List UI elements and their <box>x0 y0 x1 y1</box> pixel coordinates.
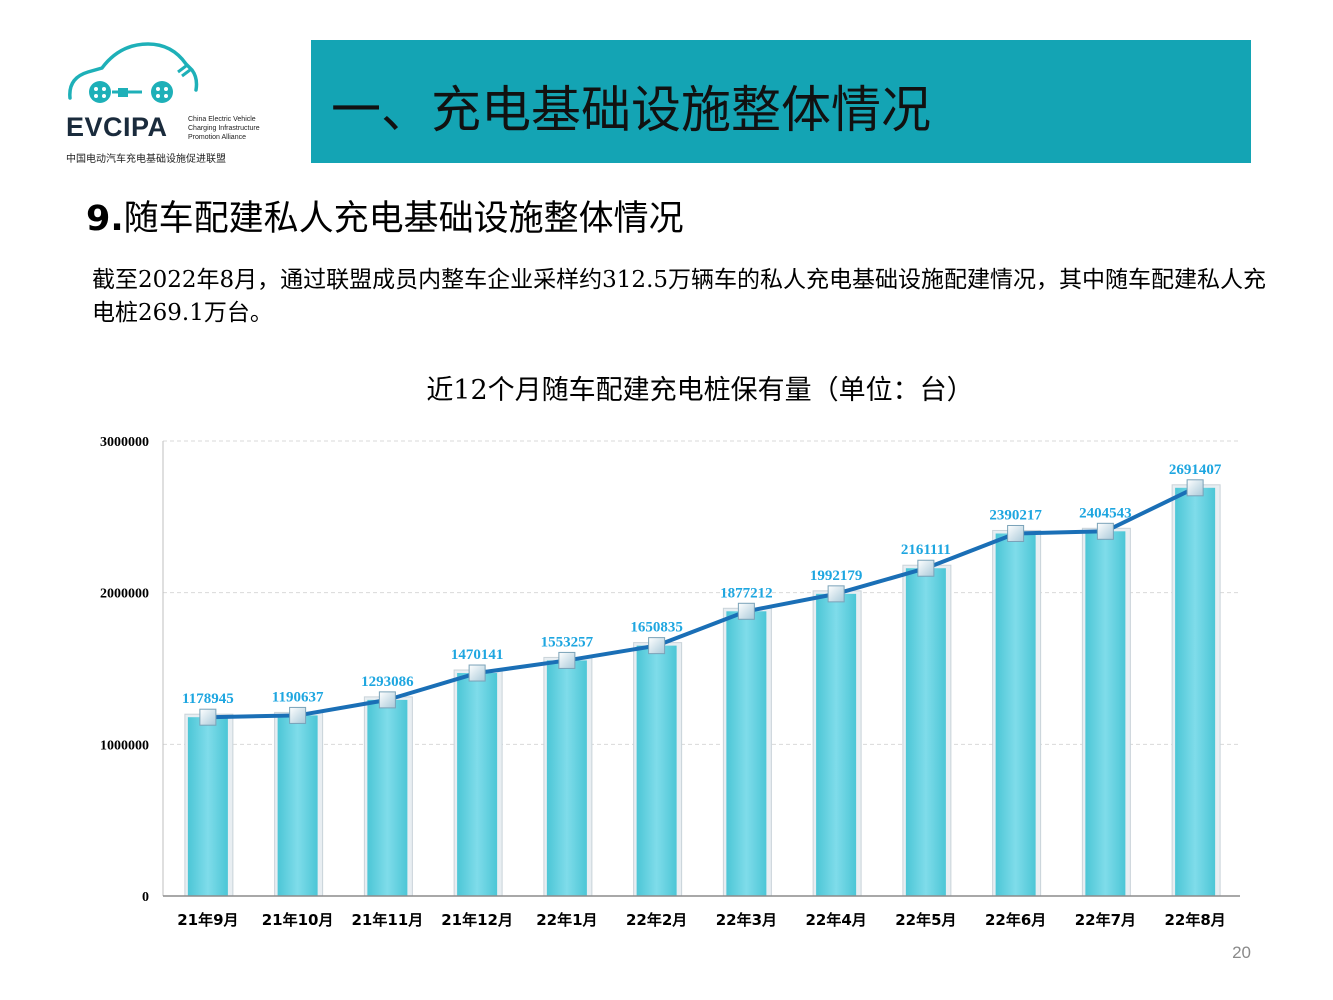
data-label: 2404543 <box>1079 505 1132 521</box>
line-marker <box>648 637 666 655</box>
x-tick-label: 22年2月 <box>626 911 687 929</box>
bar <box>1085 531 1126 896</box>
x-tick-label: 21年12月 <box>441 911 513 929</box>
bar <box>457 673 498 896</box>
bar <box>726 611 767 896</box>
line-marker <box>558 651 576 669</box>
bar <box>1175 487 1216 896</box>
bar <box>277 715 318 896</box>
data-label: 1470141 <box>451 647 504 663</box>
x-tick-label: 22年1月 <box>536 911 597 929</box>
section-number: 9. <box>86 199 124 239</box>
x-tick-label: 21年11月 <box>352 911 424 929</box>
page-title: 一、充电基础设施整体情况 <box>331 81 931 139</box>
data-label: 1650835 <box>630 620 683 636</box>
section-heading: 9.随车配建私人充电基础设施整体情况 <box>86 190 684 241</box>
line-marker <box>737 602 755 620</box>
line-marker <box>378 691 396 709</box>
line-marker <box>917 559 935 577</box>
line-marker <box>289 706 307 724</box>
x-tick-label: 22年7月 <box>1075 911 1136 929</box>
logo-brand: EVCIPA <box>66 112 168 142</box>
logo-subtitle: China Electric Vehicle Charging Infrastr… <box>188 115 288 142</box>
bar <box>995 533 1036 896</box>
x-tick-label: 22年4月 <box>805 911 866 929</box>
x-tick-label: 21年10月 <box>262 911 334 929</box>
x-tick-label: 22年3月 <box>716 911 777 929</box>
line-marker <box>468 664 486 682</box>
data-label: 1992179 <box>810 568 863 584</box>
line-marker <box>1007 524 1025 542</box>
page-number: 20 <box>1232 943 1251 962</box>
bar <box>636 645 677 896</box>
section-title: 随车配建私人充电基础设施整体情况 <box>123 199 684 239</box>
y-tick-label: 1000000 <box>100 738 149 753</box>
data-label: 1293086 <box>361 674 414 690</box>
x-tick-label: 22年8月 <box>1164 911 1225 929</box>
series-line <box>207 486 1196 720</box>
intro-paragraph: 截至2022年8月，通过联盟成员内整车企业采样约312.5万辆车的私人充电基础设… <box>92 267 1267 326</box>
logo-chinese-name: 中国电动汽车充电基础设施促进联盟 <box>66 154 226 165</box>
x-tick-label: 22年5月 <box>895 911 956 929</box>
x-tick-label: 22年6月 <box>985 911 1046 929</box>
logo-subtitle-line: Charging Infrastructure <box>188 125 260 132</box>
bar <box>546 660 587 896</box>
line-marker <box>199 708 217 726</box>
y-tick-label: 0 <box>142 890 149 905</box>
line-marker <box>827 585 845 603</box>
logo-subtitle-line: Promotion Alliance <box>188 134 246 141</box>
y-tick-label: 2000000 <box>100 587 149 602</box>
car-plug-logo-icon <box>68 42 199 103</box>
data-label: 2691407 <box>1169 462 1222 478</box>
bar <box>816 593 857 896</box>
bar <box>905 568 946 896</box>
data-label: 1877212 <box>720 585 773 601</box>
bar <box>187 717 228 896</box>
data-label: 2390217 <box>989 507 1042 523</box>
line-marker <box>1096 522 1114 540</box>
line-marker <box>1186 479 1204 497</box>
logo-subtitle-line: China Electric Vehicle <box>188 116 256 123</box>
evcipa-logo: EVCIPA China Electric Vehicle Charging I… <box>62 38 282 168</box>
data-label: 1178945 <box>182 691 234 707</box>
chart-title: 近12个月随车配建充电桩保有量（单位：台） <box>426 375 974 406</box>
bar <box>367 699 408 896</box>
data-label: 1190637 <box>272 689 324 705</box>
y-tick-label: 3000000 <box>100 435 149 450</box>
data-label: 2161111 <box>901 542 951 558</box>
data-label: 1553257 <box>541 634 594 650</box>
title-bar: 一、充电基础设施整体情况 <box>311 40 1251 163</box>
x-tick-label: 21年9月 <box>177 911 238 929</box>
